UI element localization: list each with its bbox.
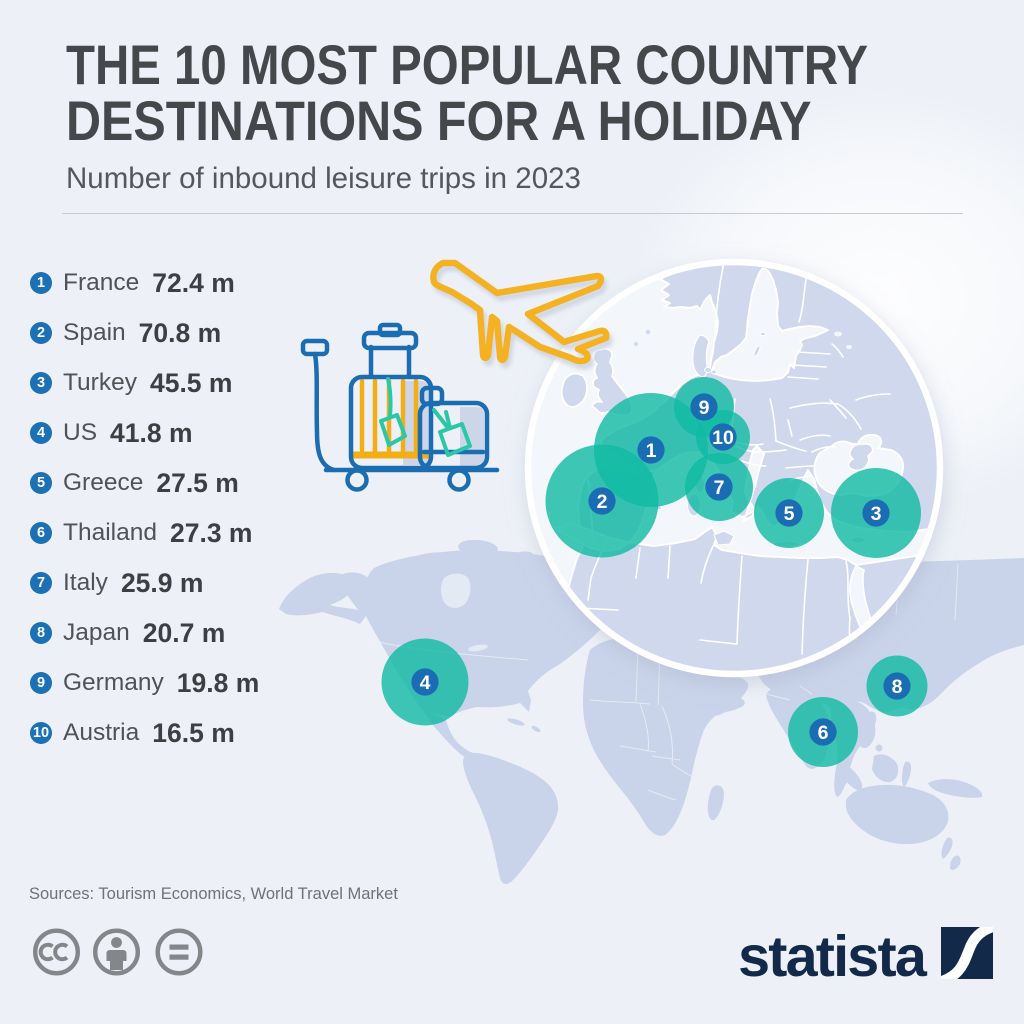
svg-text:5: 5 bbox=[784, 503, 795, 525]
svg-text:7: 7 bbox=[714, 477, 725, 499]
svg-text:2: 2 bbox=[597, 491, 608, 513]
svg-text:3: 3 bbox=[871, 503, 882, 525]
svg-text:1: 1 bbox=[646, 440, 657, 462]
svg-text:6: 6 bbox=[818, 722, 829, 744]
svg-text:statista: statista bbox=[738, 925, 928, 989]
svg-text:8: 8 bbox=[892, 676, 903, 698]
svg-text:4: 4 bbox=[420, 672, 431, 694]
svg-text:9: 9 bbox=[699, 397, 710, 419]
svg-text:10: 10 bbox=[712, 427, 734, 449]
